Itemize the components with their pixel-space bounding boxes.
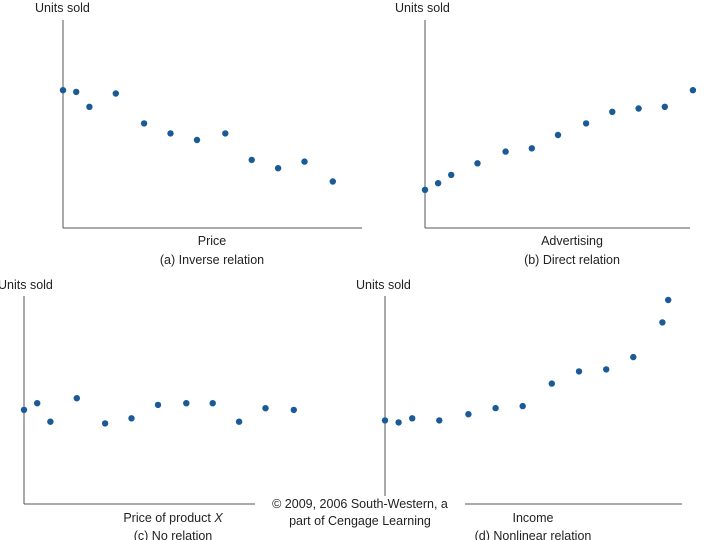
data-point [193, 136, 201, 144]
data-point [183, 400, 190, 407]
data-point [659, 319, 666, 326]
x-axis-label: Income [513, 511, 554, 525]
data-point [421, 186, 429, 193]
data-point [290, 406, 297, 414]
data-point [502, 148, 509, 155]
panel-c-no-relation: Units sold Price of product X (c) No relat… [0, 278, 330, 540]
data-point [465, 411, 472, 418]
data-point [548, 380, 555, 387]
data-point [112, 90, 120, 97]
data-point [554, 131, 562, 139]
data-point [73, 88, 80, 96]
data-point [128, 415, 135, 422]
data-point [603, 366, 610, 373]
data-point [209, 400, 216, 407]
data-point [395, 419, 402, 426]
y-axis-label: Units sold [395, 1, 450, 15]
data-point [630, 353, 637, 361]
data-point [381, 417, 389, 424]
copyright-line-1: © 2009, 2006 South-Western, a [272, 497, 448, 511]
data-point [167, 130, 174, 137]
data-point [235, 418, 243, 425]
data-point [689, 87, 697, 94]
data-point [20, 406, 28, 414]
data-point [86, 103, 93, 111]
data-point [474, 160, 481, 167]
x-axis-label: Price [198, 234, 227, 248]
data-point [140, 120, 148, 127]
data-point [528, 145, 535, 152]
chart-caption: (d) Nonlinear relation [475, 529, 592, 540]
data-point [434, 180, 442, 187]
y-axis-label: Units sold [35, 1, 90, 15]
data-point [274, 165, 282, 172]
data-point [448, 171, 455, 179]
data-point [329, 178, 336, 185]
x-axis-label: Price of product X [123, 511, 223, 525]
panel-b-direct: Units sold Advertising (b) Direct relation [395, 1, 697, 267]
data-point [101, 420, 109, 427]
chart-caption: (a) Inverse relation [160, 253, 264, 267]
data-point [73, 395, 81, 402]
data-point [665, 296, 672, 304]
data-point [222, 130, 229, 137]
y-axis-label: Units sold [0, 278, 53, 292]
data-point [575, 368, 583, 375]
panel-a-inverse: Units sold Price (a) Inverse relation [35, 1, 362, 267]
data-point [34, 400, 41, 407]
data-point [582, 120, 590, 127]
x-axis-label: Advertising [541, 234, 603, 248]
data-point [492, 404, 499, 412]
copyright-notice: © 2009, 2006 South-Western, a part of Ce… [255, 496, 465, 530]
copyright-line-2: part of Cengage Learning [289, 514, 431, 528]
y-axis-label: Units sold [356, 278, 411, 292]
data-point [47, 418, 54, 425]
data-point [59, 87, 67, 94]
data-point [409, 415, 416, 422]
data-point [248, 156, 255, 164]
data-point [635, 105, 642, 112]
chart-caption: (c) No relation [134, 529, 213, 540]
chart-caption: (b) Direct relation [524, 253, 620, 267]
data-point [262, 405, 269, 412]
data-point [609, 108, 616, 116]
data-point [154, 401, 162, 409]
panel-d-nonlinear: Units sold Income (d) Nonlinear relation [356, 278, 682, 540]
data-point [661, 103, 668, 111]
data-point [436, 417, 443, 424]
data-point [301, 158, 308, 165]
data-point [519, 402, 526, 410]
